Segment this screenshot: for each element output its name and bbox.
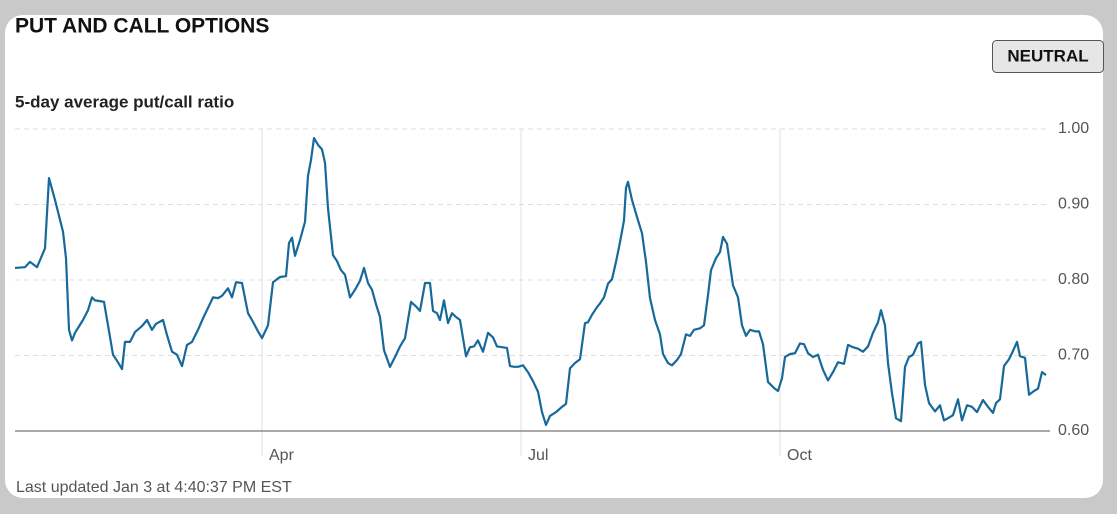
x-tick-label: Oct xyxy=(787,447,812,464)
y-tick-label: 0.70 xyxy=(1058,347,1089,364)
footer: Last updated Jan 3 at 4:40:37 PM EST xyxy=(16,479,292,496)
badge-box xyxy=(992,40,1104,73)
badge: NEUTRAL xyxy=(1007,46,1088,65)
x-tick-label: Apr xyxy=(269,447,295,464)
x-tick-label: Jul xyxy=(528,447,548,464)
y-tick-label: 0.90 xyxy=(1058,196,1089,213)
y-tick-label: 0.80 xyxy=(1058,271,1089,288)
line xyxy=(14,136,1047,427)
y-tick-label: 1.00 xyxy=(1058,120,1089,137)
title: PUT AND CALL OPTIONS xyxy=(15,15,269,38)
plot: Apr Jul Oct 0.60 0.70 0.80 0.90 1.00 xyxy=(14,120,1089,464)
card xyxy=(5,15,1103,498)
y-tick-label: 0.60 xyxy=(1058,422,1089,439)
subtitle: 5-day average put/call ratio xyxy=(15,92,234,111)
